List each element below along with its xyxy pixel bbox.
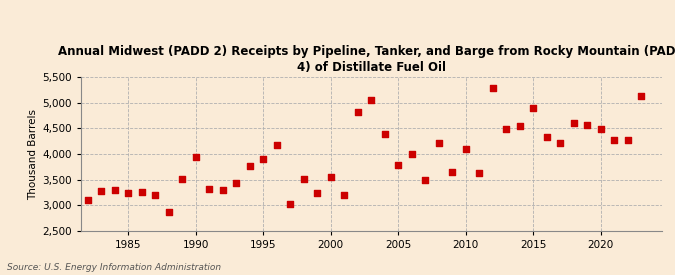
Point xyxy=(123,191,134,195)
Point xyxy=(136,190,147,195)
Point xyxy=(352,110,363,114)
Point xyxy=(582,123,593,127)
Point xyxy=(514,123,525,128)
Point xyxy=(217,188,228,192)
Point xyxy=(312,191,323,195)
Point xyxy=(298,177,309,181)
Point xyxy=(555,141,566,145)
Point xyxy=(69,178,80,182)
Point xyxy=(528,106,539,110)
Point xyxy=(622,138,633,142)
Point xyxy=(541,134,552,139)
Point xyxy=(609,138,620,142)
Point xyxy=(474,171,485,175)
Point xyxy=(109,188,120,193)
Y-axis label: Thousand Barrels: Thousand Barrels xyxy=(28,109,38,199)
Point xyxy=(433,141,444,145)
Point xyxy=(258,157,269,161)
Point xyxy=(420,177,431,182)
Point xyxy=(231,181,242,185)
Point xyxy=(568,120,579,125)
Point xyxy=(204,187,215,191)
Point xyxy=(271,142,282,147)
Point xyxy=(487,86,498,90)
Point xyxy=(163,210,174,214)
Point xyxy=(150,192,161,197)
Point xyxy=(501,127,512,131)
Point xyxy=(636,94,647,98)
Point xyxy=(460,147,471,151)
Text: Source: U.S. Energy Information Administration: Source: U.S. Energy Information Administ… xyxy=(7,263,221,272)
Point xyxy=(96,189,107,193)
Point xyxy=(406,152,417,156)
Point xyxy=(177,177,188,181)
Point xyxy=(285,202,296,207)
Point xyxy=(366,97,377,102)
Point xyxy=(325,175,336,179)
Point xyxy=(190,154,201,159)
Point xyxy=(339,193,350,197)
Point xyxy=(393,163,404,167)
Point xyxy=(244,164,255,169)
Title: Annual Midwest (PADD 2) Receipts by Pipeline, Tanker, and Barge from Rocky Mount: Annual Midwest (PADD 2) Receipts by Pipe… xyxy=(57,45,675,75)
Point xyxy=(595,127,606,131)
Point xyxy=(379,132,390,137)
Point xyxy=(447,170,458,175)
Point xyxy=(82,197,93,202)
